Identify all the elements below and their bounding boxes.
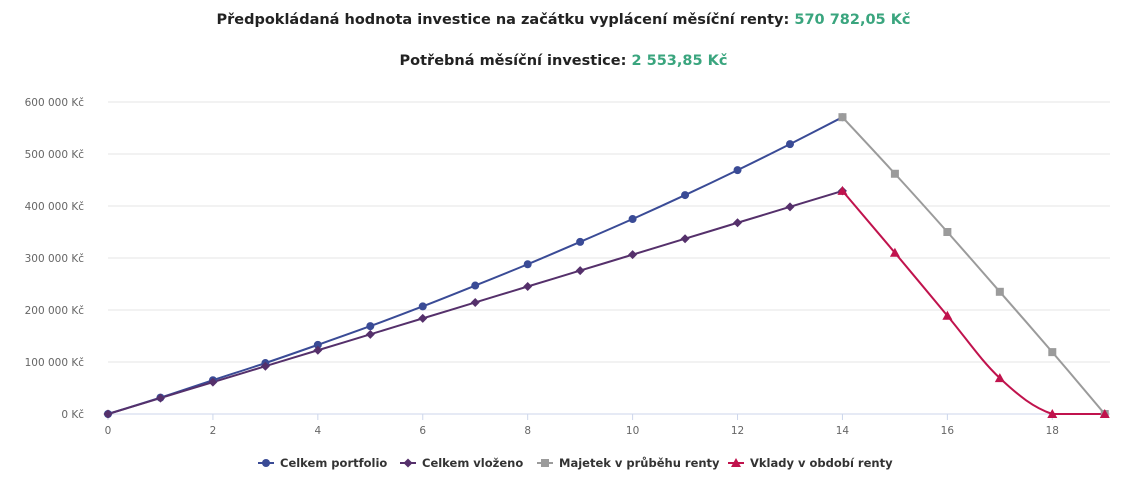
- legend-symbol: [403, 458, 413, 468]
- y-tick-label: 0 Kč: [61, 409, 84, 421]
- data-point: [365, 329, 375, 339]
- data-point: [838, 113, 847, 122]
- x-tick-label: 2: [210, 425, 217, 437]
- series-line-3: [841, 116, 1106, 415]
- y-tick-label: 400 000 Kč: [25, 201, 85, 213]
- legend-item-4[interactable]: Vklady v období renty: [728, 456, 893, 470]
- data-point: [785, 202, 795, 212]
- chart-legend[interactable]: Celkem portfolio Celkem vloženo Majetek v …: [258, 456, 893, 470]
- data-point: [1048, 348, 1057, 357]
- data-point: [995, 287, 1004, 296]
- x-tick-label: 8: [524, 425, 531, 437]
- data-point: [471, 281, 480, 290]
- y-tick-label: 300 000 Kč: [25, 253, 85, 265]
- data-point: [681, 191, 690, 200]
- x-axis-labels: 0 2 4 6 8 10 12 14 16 18: [105, 414, 1059, 437]
- x-tick-label: 12: [731, 425, 744, 437]
- data-point: [576, 237, 585, 246]
- grid-lines: [108, 101, 1110, 415]
- x-tick-label: 10: [626, 425, 639, 437]
- data-point: [523, 260, 532, 269]
- data-point: [313, 345, 323, 355]
- x-tick-label: 0: [105, 425, 112, 437]
- data-point: [628, 250, 638, 260]
- series-markers: [103, 113, 1110, 419]
- data-point: [943, 228, 952, 236]
- data-point: [994, 373, 1005, 383]
- data-point: [366, 322, 375, 331]
- x-tick-label: 4: [314, 425, 321, 437]
- x-tick-label: 18: [1046, 425, 1059, 437]
- legend-label: Majetek v průběhu renty: [559, 456, 720, 470]
- y-tick-label: 100 000 Kč: [25, 357, 85, 369]
- data-point: [470, 297, 480, 307]
- monthly-investment-amount: 2 553,85 Kč: [631, 53, 728, 69]
- legend-label: Vklady v období renty: [750, 456, 893, 470]
- legend-label: Celkem vloženo: [422, 456, 523, 470]
- headline-future-value: Předpokládaná hodnota investice na začát…: [0, 12, 1127, 28]
- data-point: [260, 361, 270, 371]
- data-point: [155, 393, 165, 403]
- future-value-amount: 570 782,05 Kč: [794, 12, 911, 28]
- data-point: [785, 140, 794, 149]
- y-axis-labels: 0 Kč 100 000 Kč 200 000 Kč 300 000 Kč 400 00…: [25, 97, 85, 421]
- series-line-4: [841, 190, 1105, 416]
- data-point: [733, 218, 743, 228]
- data-point: [208, 377, 218, 387]
- data-point: [1047, 409, 1058, 418]
- legend-item-3[interactable]: Majetek v průběhu renty: [537, 456, 720, 470]
- series-line-1: [107, 116, 843, 415]
- legend-label: Celkem portfolio: [280, 456, 387, 470]
- monthly-investment-label: Potřebná měsíční investice:: [399, 53, 627, 69]
- legend-item-2[interactable]: Celkem vloženo: [400, 456, 523, 470]
- legend-symbol: [262, 459, 270, 467]
- data-point: [313, 340, 322, 349]
- legend-symbol: [541, 459, 549, 467]
- data-point: [575, 266, 585, 276]
- x-tick-label: 16: [941, 425, 955, 437]
- series-lines: [107, 116, 1106, 416]
- data-point: [103, 409, 113, 419]
- y-tick-label: 200 000 Kč: [25, 305, 85, 317]
- y-tick-label: 500 000 Kč: [25, 149, 85, 161]
- y-tick-label: 600 000 Kč: [25, 97, 85, 109]
- data-point: [837, 185, 848, 195]
- future-value-label: Předpokládaná hodnota investice na začát…: [216, 12, 790, 28]
- data-point: [942, 310, 953, 320]
- headline-monthly-investment: Potřebná měsíční investice: 2 553,85 Kč: [0, 53, 1127, 69]
- x-tick-label: 14: [836, 425, 850, 437]
- x-tick-label: 6: [419, 425, 426, 437]
- legend-item-1[interactable]: Celkem portfolio: [258, 456, 387, 470]
- data-point: [418, 313, 428, 323]
- data-point: [890, 169, 899, 178]
- data-point: [523, 282, 533, 292]
- data-point: [628, 215, 637, 223]
- data-point: [680, 234, 690, 244]
- data-point: [418, 302, 427, 311]
- legend-symbol: [731, 458, 741, 467]
- data-point: [733, 166, 742, 175]
- data-point: [889, 247, 900, 257]
- data-point: [1099, 409, 1110, 418]
